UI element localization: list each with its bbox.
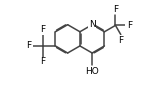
Text: F: F <box>127 21 132 30</box>
Text: F: F <box>26 41 31 50</box>
Text: F: F <box>113 5 118 14</box>
Text: N: N <box>89 20 96 29</box>
Text: F: F <box>40 25 45 34</box>
Text: F: F <box>40 57 45 66</box>
Text: F: F <box>118 36 123 45</box>
Text: HO: HO <box>85 67 99 76</box>
